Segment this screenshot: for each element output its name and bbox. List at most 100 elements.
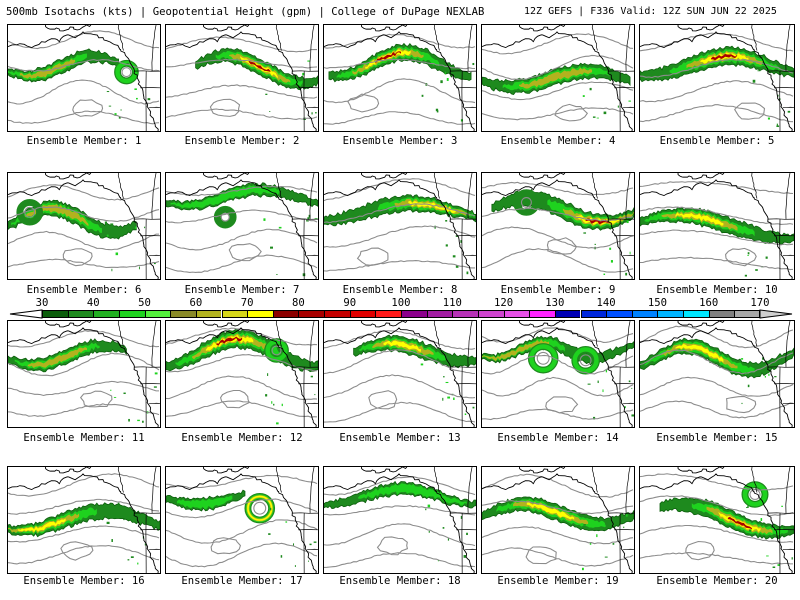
height-contour — [482, 376, 634, 397]
isotach-shading — [8, 502, 160, 565]
isotach-speckle — [626, 514, 628, 517]
isotach-band — [8, 513, 80, 534]
ensemble-member-map — [323, 172, 477, 280]
isotach-band — [686, 50, 763, 69]
height-contour — [8, 473, 160, 497]
isotach-speckle — [747, 505, 749, 508]
colorbar-tick-label: 140 — [596, 297, 616, 309]
height-contour — [324, 58, 476, 70]
isotach-shading — [8, 48, 151, 119]
isotach-speckle — [582, 95, 585, 97]
colorbar-swatch — [452, 310, 478, 318]
ensemble-member-label: Ensemble Member: 10 — [656, 284, 778, 296]
isotach-speckle — [113, 396, 117, 398]
coastline — [203, 25, 250, 32]
political-border — [625, 25, 631, 72]
coastlines-and-borders — [166, 467, 318, 573]
coastline — [45, 173, 92, 180]
isotach-speckle — [596, 117, 599, 119]
isotach-shading — [353, 334, 476, 416]
ensemble-member-label: Ensemble Member: 7 — [184, 284, 300, 296]
isotach-speckle — [774, 376, 777, 378]
height-contour-closed — [271, 345, 282, 356]
ensemble-member-map — [7, 172, 161, 280]
isotach-speckle — [617, 105, 619, 108]
isotach-speckle — [436, 110, 439, 113]
height-contour — [8, 58, 160, 72]
isotach-speckle — [447, 396, 451, 399]
ensemble-member-map — [639, 24, 795, 132]
isotach-speckle — [271, 401, 273, 404]
isotach-speckle — [612, 543, 615, 545]
isotach-speckle — [628, 100, 631, 102]
isotach-speckle — [442, 397, 444, 401]
colorbar-arrows — [9, 309, 793, 319]
ensemble-member-label: Ensemble Member: 2 — [184, 135, 300, 147]
isotach-speckle — [745, 373, 747, 376]
height-contour — [8, 525, 160, 543]
isotach-speckle — [623, 526, 625, 529]
isotach-speckle — [752, 79, 756, 83]
isotach-height-map — [482, 25, 634, 131]
colorbar-swatch — [734, 310, 760, 318]
ensemble-member-map — [165, 24, 319, 132]
isotach-ring — [213, 205, 237, 229]
height-contour-closed — [368, 390, 398, 410]
ensemble-member-map — [165, 320, 319, 428]
coastlines-and-borders — [8, 25, 160, 131]
coastline — [361, 321, 408, 328]
isotach-shading — [166, 182, 318, 277]
isotach-speckle — [445, 381, 449, 384]
height-contour — [166, 400, 318, 418]
height-contour-closed — [536, 351, 550, 365]
height-contour-closed — [579, 354, 592, 367]
political-border — [151, 25, 157, 72]
colorbar-swatch — [42, 310, 68, 318]
isotach-speckle — [270, 246, 273, 249]
political-border — [751, 467, 758, 493]
isotach-speckle — [466, 532, 468, 536]
height-contour — [324, 203, 476, 224]
height-contour — [640, 180, 794, 195]
coastlines-and-borders — [8, 321, 160, 427]
isotach-height-map — [482, 173, 634, 279]
colorbar-swatch — [195, 310, 222, 318]
coastline — [519, 467, 566, 474]
political-border — [309, 321, 315, 368]
political-border — [433, 321, 440, 347]
political-border — [467, 173, 473, 220]
height-contour — [640, 376, 794, 397]
isotach-speckle — [452, 255, 456, 258]
isotach-ring — [572, 347, 599, 374]
isotach-speckle — [747, 255, 749, 256]
political-border — [591, 173, 598, 199]
colorbar-tick-label: 100 — [391, 297, 411, 309]
isotach-speckle — [472, 406, 475, 409]
colorbar-swatch — [683, 310, 709, 318]
isotach-height-map — [482, 467, 634, 573]
coastline — [519, 25, 566, 32]
isotach-speckle — [759, 373, 762, 376]
height-contour — [8, 352, 160, 377]
isotach-band — [352, 47, 424, 75]
ensemble-member-label: Ensemble Member: 17 — [181, 575, 303, 587]
ensemble-member-map — [481, 466, 635, 574]
isotach-speckle — [581, 567, 584, 571]
political-border — [467, 467, 473, 514]
isotach-band — [727, 516, 752, 530]
ensemble-member-map — [165, 172, 319, 280]
ensemble-member-label: Ensemble Member: 20 — [656, 575, 778, 587]
height-contours — [324, 33, 476, 125]
isotach-band — [661, 211, 738, 231]
colorbar-arrow-left — [9, 309, 43, 319]
height-contour — [166, 58, 318, 69]
isotach-band — [170, 185, 280, 209]
political-border — [309, 467, 315, 514]
isotach-speckle — [602, 389, 604, 393]
isotach-speckle — [593, 416, 596, 420]
political-border — [117, 321, 124, 347]
height-contour — [640, 58, 794, 79]
coastlines-and-borders — [324, 321, 476, 427]
coastlines-and-borders — [482, 321, 634, 427]
isotach-speckle — [142, 420, 144, 423]
